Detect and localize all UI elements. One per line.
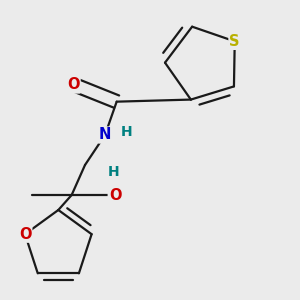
Text: O: O — [19, 227, 31, 242]
Text: S: S — [230, 34, 240, 49]
Text: O: O — [67, 77, 80, 92]
Text: H: H — [121, 125, 133, 139]
Text: O: O — [109, 188, 121, 202]
Text: N: N — [99, 128, 111, 142]
Text: H: H — [107, 165, 119, 179]
